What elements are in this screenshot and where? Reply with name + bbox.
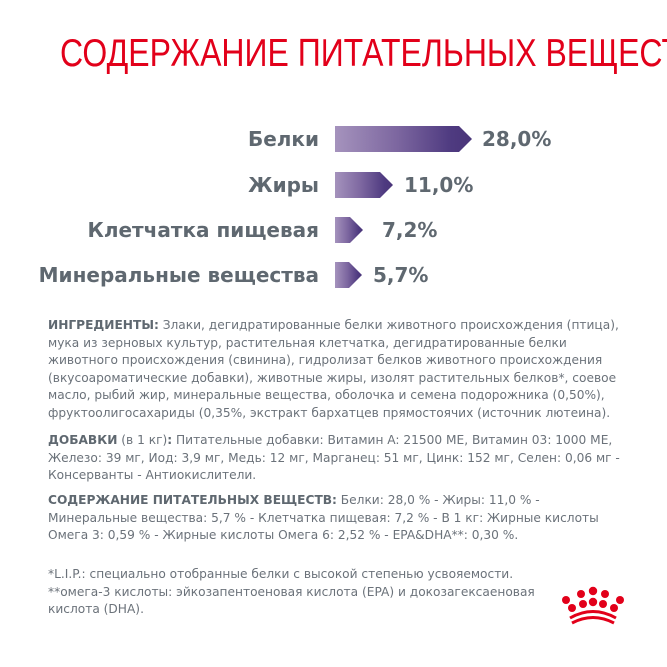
chart-row-fiber: Клетчатка пищевая 7,2% <box>0 217 667 243</box>
bar-protein <box>335 126 472 152</box>
bar-label: Жиры <box>248 173 319 197</box>
additives-heading: ДОБАВКИ <box>48 433 118 447</box>
chart-row-minerals: Минеральные вещества 5,7% <box>0 262 667 288</box>
additives-text: Питательные добавки: Витамин A: 21500 МЕ… <box>48 433 620 483</box>
bar-label: Минеральные вещества <box>38 263 319 287</box>
ingredients-heading: ИНГРЕДИЕНТЫ: <box>48 318 159 332</box>
ingredients-paragraph: ИНГРЕДИЕНТЫ: Злаки, дегидратированные бе… <box>48 317 628 423</box>
additives-paragraph: ДОБАВКИ (в 1 кг): Питательные добавки: В… <box>48 432 628 485</box>
footnote-omega3: **омега-3 кислоты: эйкозапентоеновая кис… <box>48 584 535 617</box>
bar-label: Белки <box>247 127 319 151</box>
bar-minerals <box>335 262 362 288</box>
bar-value: 11,0% <box>404 173 474 197</box>
bar-label: Клетчатка пищевая <box>87 218 319 242</box>
bar-value: 28,0% <box>482 127 552 151</box>
chart-row-fat: Жиры 11,0% <box>0 172 667 198</box>
additives-colon: : <box>167 433 173 447</box>
additives-qualifier: (в 1 кг) <box>117 433 168 447</box>
bar-fat <box>335 172 393 198</box>
bar-fiber <box>335 217 363 243</box>
footnote-lip: *L.I.P.: специально отобранные белки с в… <box>48 567 514 581</box>
nutrients-text: Белки: 28,0 % - Жиры: 11,0 % - Минеральн… <box>48 493 599 543</box>
nutrients-heading: СОДЕРЖАНИЕ ПИТАТЕЛЬНЫХ ВЕЩЕСТВ: <box>48 493 337 507</box>
royal-canin-crown-icon <box>562 586 624 625</box>
footnotes: *L.I.P.: специально отобранные белки с в… <box>48 566 568 619</box>
chart-row-protein: Белки 28,0% <box>0 126 667 152</box>
nutrients-paragraph: СОДЕРЖАНИЕ ПИТАТЕЛЬНЫХ ВЕЩЕСТВ: Белки: 2… <box>48 492 628 545</box>
bar-value: 5,7% <box>373 263 429 287</box>
ingredients-text: Злаки, дегидратированные белки животного… <box>48 318 619 420</box>
nutrient-bar-chart: Белки 28,0% Жиры 11,0% Клетчатка пищевая… <box>0 0 667 300</box>
bar-value: 7,2% <box>382 218 438 242</box>
page-title: СОДЕРЖАНИЕ ПИТАТЕЛЬНЫХ ВЕЩЕСТВ <box>60 32 667 75</box>
